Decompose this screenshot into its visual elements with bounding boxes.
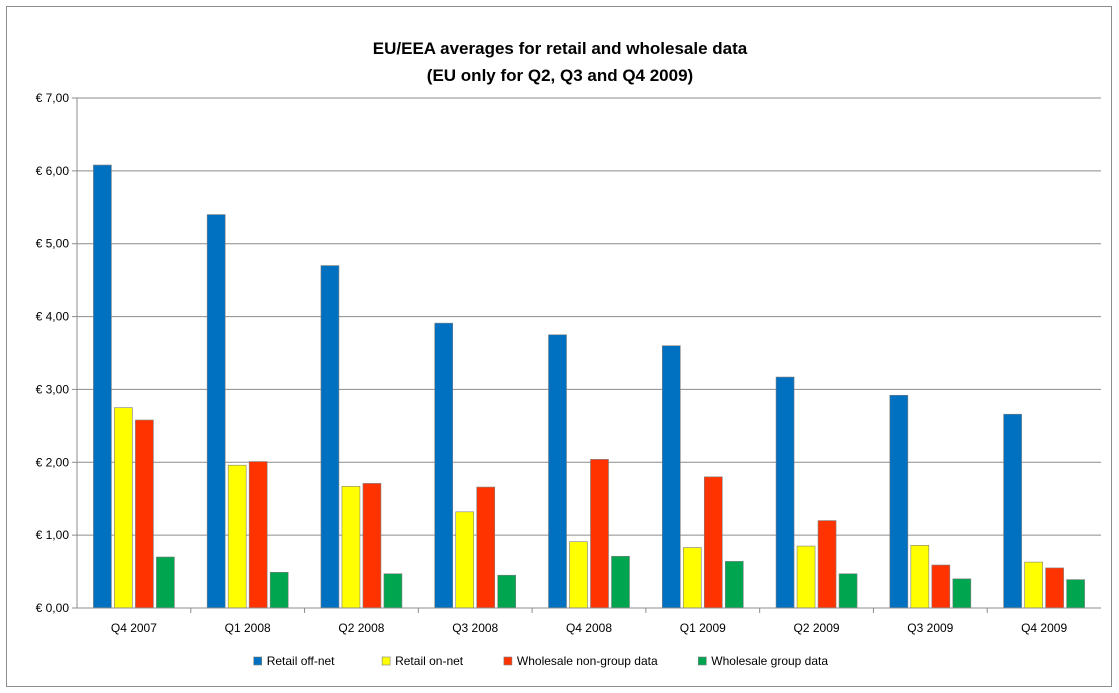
bar (206, 214, 226, 609)
bar (341, 486, 361, 609)
bar (682, 547, 702, 609)
bar (497, 574, 517, 609)
legend-swatch (381, 656, 391, 666)
bar (796, 545, 816, 609)
bar (611, 555, 630, 609)
x-tick-label: Q2 2009 (794, 621, 840, 635)
y-tick-label: € 1,00 (36, 528, 70, 542)
chart-svg: EU/EEA averages for retail and wholesale… (36, 39, 1101, 668)
bar (227, 464, 247, 609)
bar (703, 476, 723, 609)
y-tick-label: € 3,00 (36, 382, 70, 396)
legend-label: Retail on-net (395, 654, 464, 668)
chart-title: EU/EEA averages for retail and wholesale… (373, 39, 748, 58)
bar (952, 578, 972, 609)
legend-label: Wholesale group data (711, 654, 828, 668)
bar (889, 394, 909, 609)
bar (383, 573, 403, 609)
bar (1066, 579, 1085, 609)
bar (434, 322, 454, 609)
x-tick-label: Q1 2008 (225, 621, 271, 635)
bar (1024, 561, 1043, 609)
y-tick-label: € 6,00 (36, 164, 70, 178)
bar (362, 483, 382, 609)
bar (1045, 567, 1064, 609)
bar (569, 541, 588, 609)
bar (1003, 413, 1022, 609)
y-tick-label: € 0,00 (36, 601, 70, 615)
legend: Retail off-net Retail on-net Wholesale non… (253, 654, 828, 668)
legend-label: Wholesale non-group data (517, 654, 658, 668)
bar (455, 511, 475, 609)
chart-subtitle: (EU only for Q2, Q3 and Q4 2009) (427, 66, 693, 85)
legend-label: Retail off-net (267, 654, 335, 668)
x-tick-label: Q3 2009 (907, 621, 953, 635)
bar (910, 545, 930, 609)
x-tick-label: Q4 2007 (111, 621, 157, 635)
bar (269, 571, 289, 609)
bar (724, 561, 744, 609)
chart-frame: EU/EEA averages for retail and wholesale… (6, 6, 1112, 687)
bar (248, 461, 268, 609)
bar (817, 520, 837, 609)
gridlines (72, 97, 1101, 613)
bars (93, 164, 1085, 609)
x-tick-label: Q1 2009 (680, 621, 726, 635)
y-tick-label: € 2,00 (36, 455, 70, 469)
legend-swatch (697, 656, 707, 666)
bar (548, 334, 567, 609)
bar (838, 573, 858, 609)
bar (135, 419, 154, 609)
bar (931, 564, 951, 609)
bar (156, 556, 175, 609)
x-axis-tick-labels: Q4 2007 Q1 2008 Q2 2008 Q3 2008 Q4 2008 Q1 20… (111, 621, 1068, 635)
y-tick-label: € 7,00 (36, 91, 70, 105)
bar (661, 345, 681, 609)
y-tick-label: € 4,00 (36, 310, 70, 324)
axes (76, 98, 1101, 609)
bar (320, 265, 340, 609)
bar (93, 164, 112, 609)
y-axis-tick-labels: € 0,00 € 1,00 € 2,00 € 3,00 € 4,00 € 5,00 € 6,… (36, 91, 70, 615)
bar (476, 486, 496, 609)
legend-swatch (503, 656, 513, 666)
bar (590, 459, 609, 609)
x-tick-label: Q2 2008 (338, 621, 384, 635)
bar (775, 376, 795, 609)
bar (114, 407, 133, 609)
x-tick-label: Q4 2008 (566, 621, 612, 635)
y-tick-label: € 5,00 (36, 237, 70, 251)
x-tick-label: Q3 2008 (452, 621, 498, 635)
legend-swatch (253, 656, 262, 666)
x-tick-label: Q4 2009 (1021, 621, 1067, 635)
